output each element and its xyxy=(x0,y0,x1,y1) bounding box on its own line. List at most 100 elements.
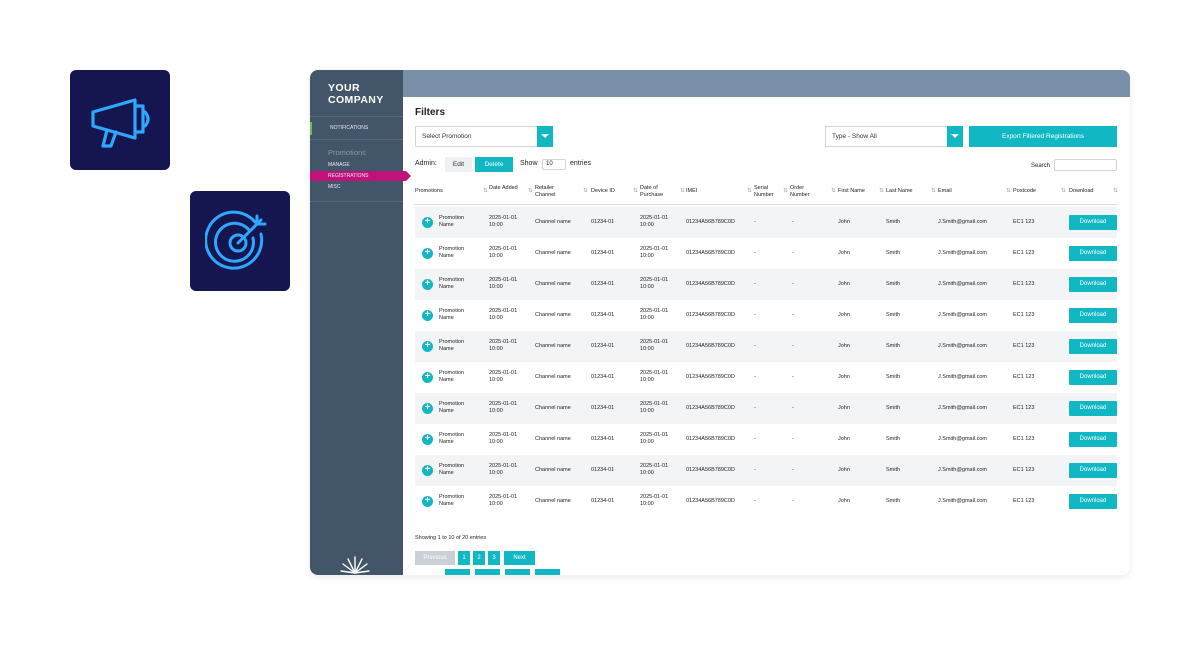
imei-cell: 01234A56B789C0D xyxy=(686,405,735,411)
top-bar xyxy=(403,70,1130,97)
imei-cell: 01234A56B789C0D xyxy=(686,436,735,442)
download-button[interactable]: Download xyxy=(1069,308,1117,323)
column-header-first-name[interactable]: First Name xyxy=(838,188,865,194)
megaphone-icon xyxy=(91,98,150,148)
column-header-serial-number[interactable]: Serial Number xyxy=(754,185,774,198)
serial-number-cell: - xyxy=(754,374,756,380)
sidebar-item-manage[interactable]: MANAGE xyxy=(328,162,350,168)
cropped-button[interactable] xyxy=(535,569,560,575)
sort-icon: ⇅ xyxy=(680,188,685,194)
edit-button[interactable]: Edit xyxy=(445,157,472,172)
cropped-button[interactable] xyxy=(445,569,470,575)
column-header-date-of-purchase[interactable]: Date of Purchase xyxy=(640,185,664,198)
sidebar-divider xyxy=(310,201,403,202)
sidebar-item-notifications[interactable]: NOTIFICATIONS xyxy=(310,122,403,135)
date-added-cell: 2025-01-01 10:00 xyxy=(489,494,518,507)
pagination-page-1[interactable]: 1 xyxy=(458,551,470,565)
chevron-down-icon[interactable] xyxy=(537,126,553,147)
download-button[interactable]: Download xyxy=(1069,432,1117,447)
export-filtered-registrations-button[interactable]: Export Filtered Registrations xyxy=(969,126,1117,147)
expand-row-plus-icon[interactable]: + xyxy=(422,465,433,476)
promotion-cell: Promotion Name xyxy=(439,370,465,383)
column-header-order-number[interactable]: Order Number xyxy=(790,185,810,198)
pagination-next-button[interactable]: Next xyxy=(504,551,535,565)
table-row: + Promotion Name 2025-01-01 10:00 Channel n… xyxy=(415,300,1117,331)
imei-cell: 01234A56B789C0D xyxy=(686,312,735,318)
promotion-select-value: Select Promotion xyxy=(422,133,472,140)
expand-row-plus-icon[interactable]: + xyxy=(422,372,433,383)
column-header-date-added[interactable]: Date Added xyxy=(489,185,518,191)
device-id-cell: 01234-01 xyxy=(591,281,615,287)
first-name-cell: John xyxy=(838,436,850,442)
delete-button[interactable]: Delete xyxy=(475,157,513,172)
date-added-cell: 2025-01-01 10:00 xyxy=(489,370,518,383)
email-cell: J.Smith@gmail.com xyxy=(938,498,987,504)
cropped-button[interactable] xyxy=(505,569,530,575)
column-header-retailer-channel[interactable]: Retailer Channel xyxy=(535,185,556,198)
download-button[interactable]: Download xyxy=(1069,370,1117,385)
date-of-purchase-cell: 2025-01-01 10:00 xyxy=(640,277,669,290)
column-header-email[interactable]: Email xyxy=(938,188,952,194)
email-cell: J.Smith@gmail.com xyxy=(938,405,987,411)
brand-logo: YOUR COMPANY xyxy=(328,82,384,106)
column-header-postcode[interactable]: Postcode xyxy=(1013,188,1036,194)
download-button[interactable]: Download xyxy=(1069,463,1117,478)
expand-row-plus-icon[interactable]: + xyxy=(422,217,433,228)
first-name-cell: John xyxy=(838,312,850,318)
postcode-cell: EC1 123 xyxy=(1013,281,1035,287)
expand-row-plus-icon[interactable]: + xyxy=(422,341,433,352)
imei-cell: 01234A56B789C0D xyxy=(686,250,735,256)
email-cell: J.Smith@gmail.com xyxy=(938,219,987,225)
pagination-previous-button[interactable]: Previous xyxy=(415,551,455,565)
chevron-down-icon[interactable] xyxy=(947,126,963,147)
target-icon xyxy=(205,210,267,270)
table-row: + Promotion Name 2025-01-01 10:00 Channel n… xyxy=(415,455,1117,486)
sort-icon: ⇅ xyxy=(831,188,836,194)
sidebar-item-misc[interactable]: MISC xyxy=(328,184,341,190)
expand-row-plus-icon[interactable]: + xyxy=(422,248,433,259)
column-header-promotions[interactable]: Promotions xyxy=(415,188,443,194)
retailer-channel-cell: Channel name xyxy=(535,436,571,442)
download-button[interactable]: Download xyxy=(1069,494,1117,509)
order-number-cell: - xyxy=(792,436,794,442)
pagination-page-2[interactable]: 2 xyxy=(473,551,485,565)
sidebar-group-promotions[interactable]: Promotions xyxy=(328,148,366,157)
sort-icon: ⇅ xyxy=(783,188,788,194)
promotion-cell: Promotion Name xyxy=(439,339,465,352)
download-button[interactable]: Download xyxy=(1069,215,1117,230)
sort-icon: ⇅ xyxy=(1006,188,1011,194)
promotion-cell: Promotion Name xyxy=(439,246,465,259)
download-button[interactable]: Download xyxy=(1069,246,1117,261)
pagination-page-3[interactable]: 3 xyxy=(488,551,500,565)
sidebar: YOUR COMPANY NOTIFICATIONS Promotions MA… xyxy=(310,70,411,575)
type-select[interactable]: Type - Show All xyxy=(825,126,963,147)
table-row: + Promotion Name 2025-01-01 10:00 Channel n… xyxy=(415,331,1117,362)
imei-cell: 01234A56B789C0D xyxy=(686,467,735,473)
column-header-device-id[interactable]: Device ID xyxy=(591,188,615,194)
expand-row-plus-icon[interactable]: + xyxy=(422,310,433,321)
date-added-cell: 2025-01-01 10:00 xyxy=(489,215,518,228)
serial-number-cell: - xyxy=(754,219,756,225)
download-button[interactable]: Download xyxy=(1069,339,1117,354)
expand-row-plus-icon[interactable]: + xyxy=(422,403,433,414)
download-button[interactable]: Download xyxy=(1069,277,1117,292)
expand-row-plus-icon[interactable]: + xyxy=(422,496,433,507)
cropped-button[interactable] xyxy=(475,569,500,575)
promotion-cell: Promotion Name xyxy=(439,463,465,476)
sort-icon: ⇅ xyxy=(633,188,638,194)
entries-select[interactable]: 10 xyxy=(542,159,566,170)
promotion-select[interactable]: Select Promotion xyxy=(415,126,553,147)
search-input[interactable] xyxy=(1054,159,1117,171)
column-header-download[interactable]: Download xyxy=(1069,188,1094,194)
column-header-imei[interactable]: IMEI xyxy=(686,188,698,194)
sidebar-item-registrations[interactable]: REGISTRATIONS xyxy=(310,171,411,181)
download-button[interactable]: Download xyxy=(1069,401,1117,416)
expand-row-plus-icon[interactable]: + xyxy=(422,434,433,445)
column-header-last-name[interactable]: Last Name xyxy=(886,188,913,194)
expand-row-plus-icon[interactable]: + xyxy=(422,279,433,290)
device-id-cell: 01234-01 xyxy=(591,343,615,349)
table-row: + Promotion Name 2025-01-01 10:00 Channel n… xyxy=(415,424,1117,455)
date-of-purchase-cell: 2025-01-01 10:00 xyxy=(640,308,669,321)
email-cell: J.Smith@gmail.com xyxy=(938,250,987,256)
promotion-cell: Promotion Name xyxy=(439,277,465,290)
